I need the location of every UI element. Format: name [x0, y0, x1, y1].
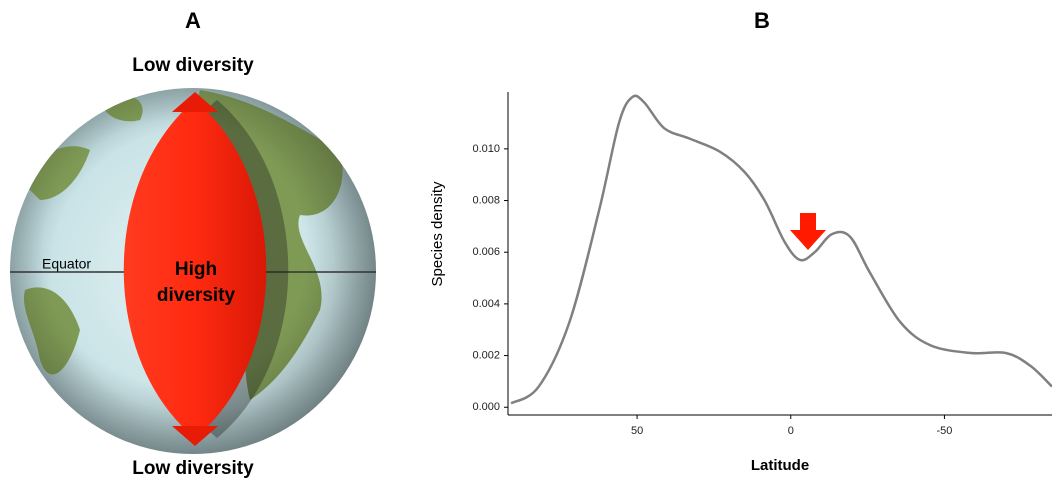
density-line — [510, 94, 1052, 405]
chart-title: B — [754, 8, 770, 33]
panel-label: A — [185, 8, 201, 33]
y-tick-label: 0.010 — [472, 143, 500, 155]
arrow-head-bottom — [172, 426, 218, 446]
panel-a: A Low diversity Equator High diversity L… — [10, 8, 376, 479]
bottom-label: Low diversity — [132, 458, 254, 479]
y-axis-label: Species density — [429, 181, 446, 287]
dip-arrow — [790, 213, 826, 250]
y-tick-label: 0.000 — [472, 401, 500, 413]
y-tick-label: 0.002 — [472, 349, 500, 361]
panel-b: B Latitude Species density 0.000 0.002 0.0… — [429, 8, 1052, 474]
diversity-lens — [123, 100, 267, 438]
y-tick-label: 0.008 — [472, 194, 500, 206]
x-tick-label: -50 — [936, 425, 952, 437]
x-tick-label: 50 — [631, 425, 643, 437]
arrow-head-top — [172, 92, 218, 112]
top-label: Low diversity — [132, 55, 254, 76]
center-label: High — [175, 259, 217, 280]
y-tick-label: 0.004 — [472, 298, 500, 310]
x-tick-label: 0 — [788, 425, 794, 437]
center-label: diversity — [157, 285, 236, 306]
y-tick-label: 0.006 — [472, 246, 500, 258]
x-axis-label: Latitude — [751, 457, 809, 474]
equator-label: Equator — [42, 256, 91, 272]
